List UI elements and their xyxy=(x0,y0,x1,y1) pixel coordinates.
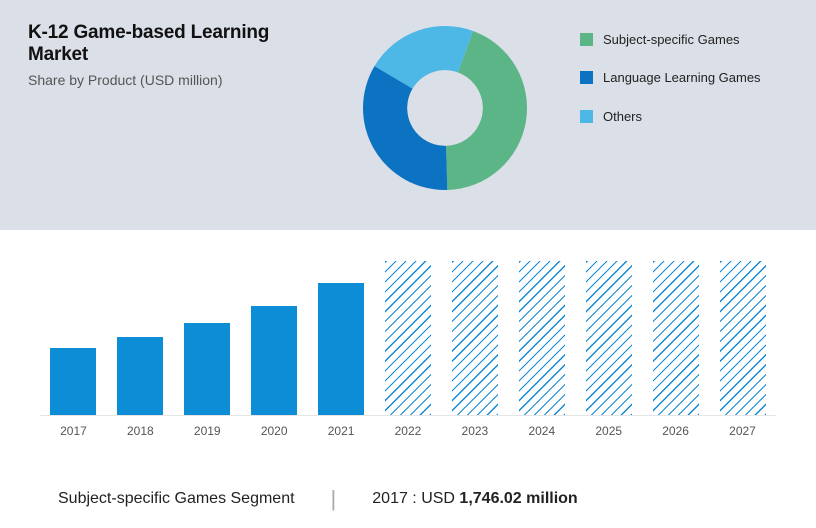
x-axis-label: 2026 xyxy=(642,424,709,438)
bar-slot xyxy=(575,248,642,415)
page-subtitle: Share by Product (USD million) xyxy=(28,72,328,88)
x-axis-label: 2024 xyxy=(508,424,575,438)
legend-swatch xyxy=(580,71,593,84)
bar-slot xyxy=(709,248,776,415)
segment-label: Subject-specific Games Segment xyxy=(58,490,295,508)
value-prefix: 2017 : USD xyxy=(372,490,459,507)
bar xyxy=(50,348,96,415)
x-axis-label: 2018 xyxy=(107,424,174,438)
donut-hole xyxy=(407,70,482,145)
legend-item: Others xyxy=(580,109,790,125)
bar xyxy=(318,283,364,415)
bars-area xyxy=(40,248,776,416)
value-line: 2017 : USD 1,746.02 million xyxy=(372,490,577,508)
bar-slot xyxy=(174,248,241,415)
footer-section: Subject-specific Games Segment | 2017 : … xyxy=(0,450,816,528)
bar-slot xyxy=(375,248,442,415)
x-axis-label: 2025 xyxy=(575,424,642,438)
legend-label: Others xyxy=(603,109,642,125)
bar-chart-section: 2017201820192020202120222023202420252026… xyxy=(0,230,816,450)
title-block: K-12 Game-based Learning Market Share by… xyxy=(28,22,328,220)
legend-label: Language Learning Games xyxy=(603,70,761,86)
bar xyxy=(452,261,498,415)
bar-slot xyxy=(40,248,107,415)
x-axis-labels: 2017201820192020202120222023202420252026… xyxy=(40,424,776,438)
bar xyxy=(519,261,565,415)
legend-label: Subject-specific Games xyxy=(603,32,740,48)
x-axis-label: 2021 xyxy=(308,424,375,438)
x-axis-label: 2019 xyxy=(174,424,241,438)
bar-slot xyxy=(441,248,508,415)
legend-swatch xyxy=(580,110,593,123)
x-axis-label: 2023 xyxy=(441,424,508,438)
bar xyxy=(117,337,163,415)
header-section: K-12 Game-based Learning Market Share by… xyxy=(0,0,816,230)
bar xyxy=(385,261,431,415)
bar xyxy=(653,261,699,415)
page-title: K-12 Game-based Learning Market xyxy=(28,22,328,66)
bar-slot xyxy=(642,248,709,415)
bar xyxy=(586,261,632,415)
bar-slot xyxy=(107,248,174,415)
value-amount: 1,746.02 million xyxy=(459,490,577,507)
legend-item: Subject-specific Games xyxy=(580,32,790,48)
bar-slot xyxy=(308,248,375,415)
x-axis-label: 2020 xyxy=(241,424,308,438)
footer-divider: | xyxy=(331,486,337,512)
bar-slot xyxy=(508,248,575,415)
x-axis-label: 2017 xyxy=(40,424,107,438)
x-axis-label: 2022 xyxy=(375,424,442,438)
legend-item: Language Learning Games xyxy=(580,70,790,86)
x-axis-label: 2027 xyxy=(709,424,776,438)
legend-swatch xyxy=(580,33,593,46)
legend: Subject-specific Games Language Learning … xyxy=(580,32,790,147)
donut-chart xyxy=(355,18,535,198)
bar xyxy=(720,261,766,415)
bar xyxy=(184,323,230,415)
bar xyxy=(251,306,297,415)
bar-slot xyxy=(241,248,308,415)
